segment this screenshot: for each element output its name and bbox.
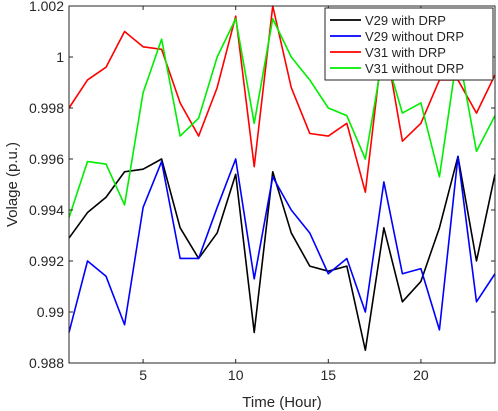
- x-tick-label: 10: [228, 367, 244, 383]
- y-axis-label: Volage (p.u.): [4, 142, 21, 227]
- y-tick-label: 0.998: [29, 100, 64, 116]
- y-tick-label: 0.99: [37, 304, 64, 320]
- legend-label: V29 without DRP: [365, 29, 464, 44]
- legend-label: V31 without DRP: [365, 61, 464, 76]
- y-tick-label: 1: [56, 49, 64, 65]
- x-axis-label: Time (Hour): [242, 394, 321, 411]
- series-layer: [68, 5, 496, 352]
- x-tick-label: 5: [139, 367, 147, 383]
- x-tick-label: 15: [321, 367, 337, 383]
- y-tick-label: 0.992: [29, 253, 64, 269]
- y-tick-label: 0.994: [29, 202, 64, 218]
- series-line-2: [68, 155, 496, 333]
- plot-frame: [68, 5, 496, 364]
- y-tick-label: 1.002: [29, 0, 64, 14]
- legend-label: V29 with DRP: [365, 13, 446, 28]
- legend-label: V31 with DRP: [365, 45, 446, 60]
- series-line-1: [68, 155, 496, 352]
- series-line-4: [68, 17, 496, 218]
- y-tick-label: 0.996: [29, 151, 64, 167]
- x-tick-label: 20: [413, 367, 429, 383]
- y-tick-label: 0.988: [29, 355, 64, 371]
